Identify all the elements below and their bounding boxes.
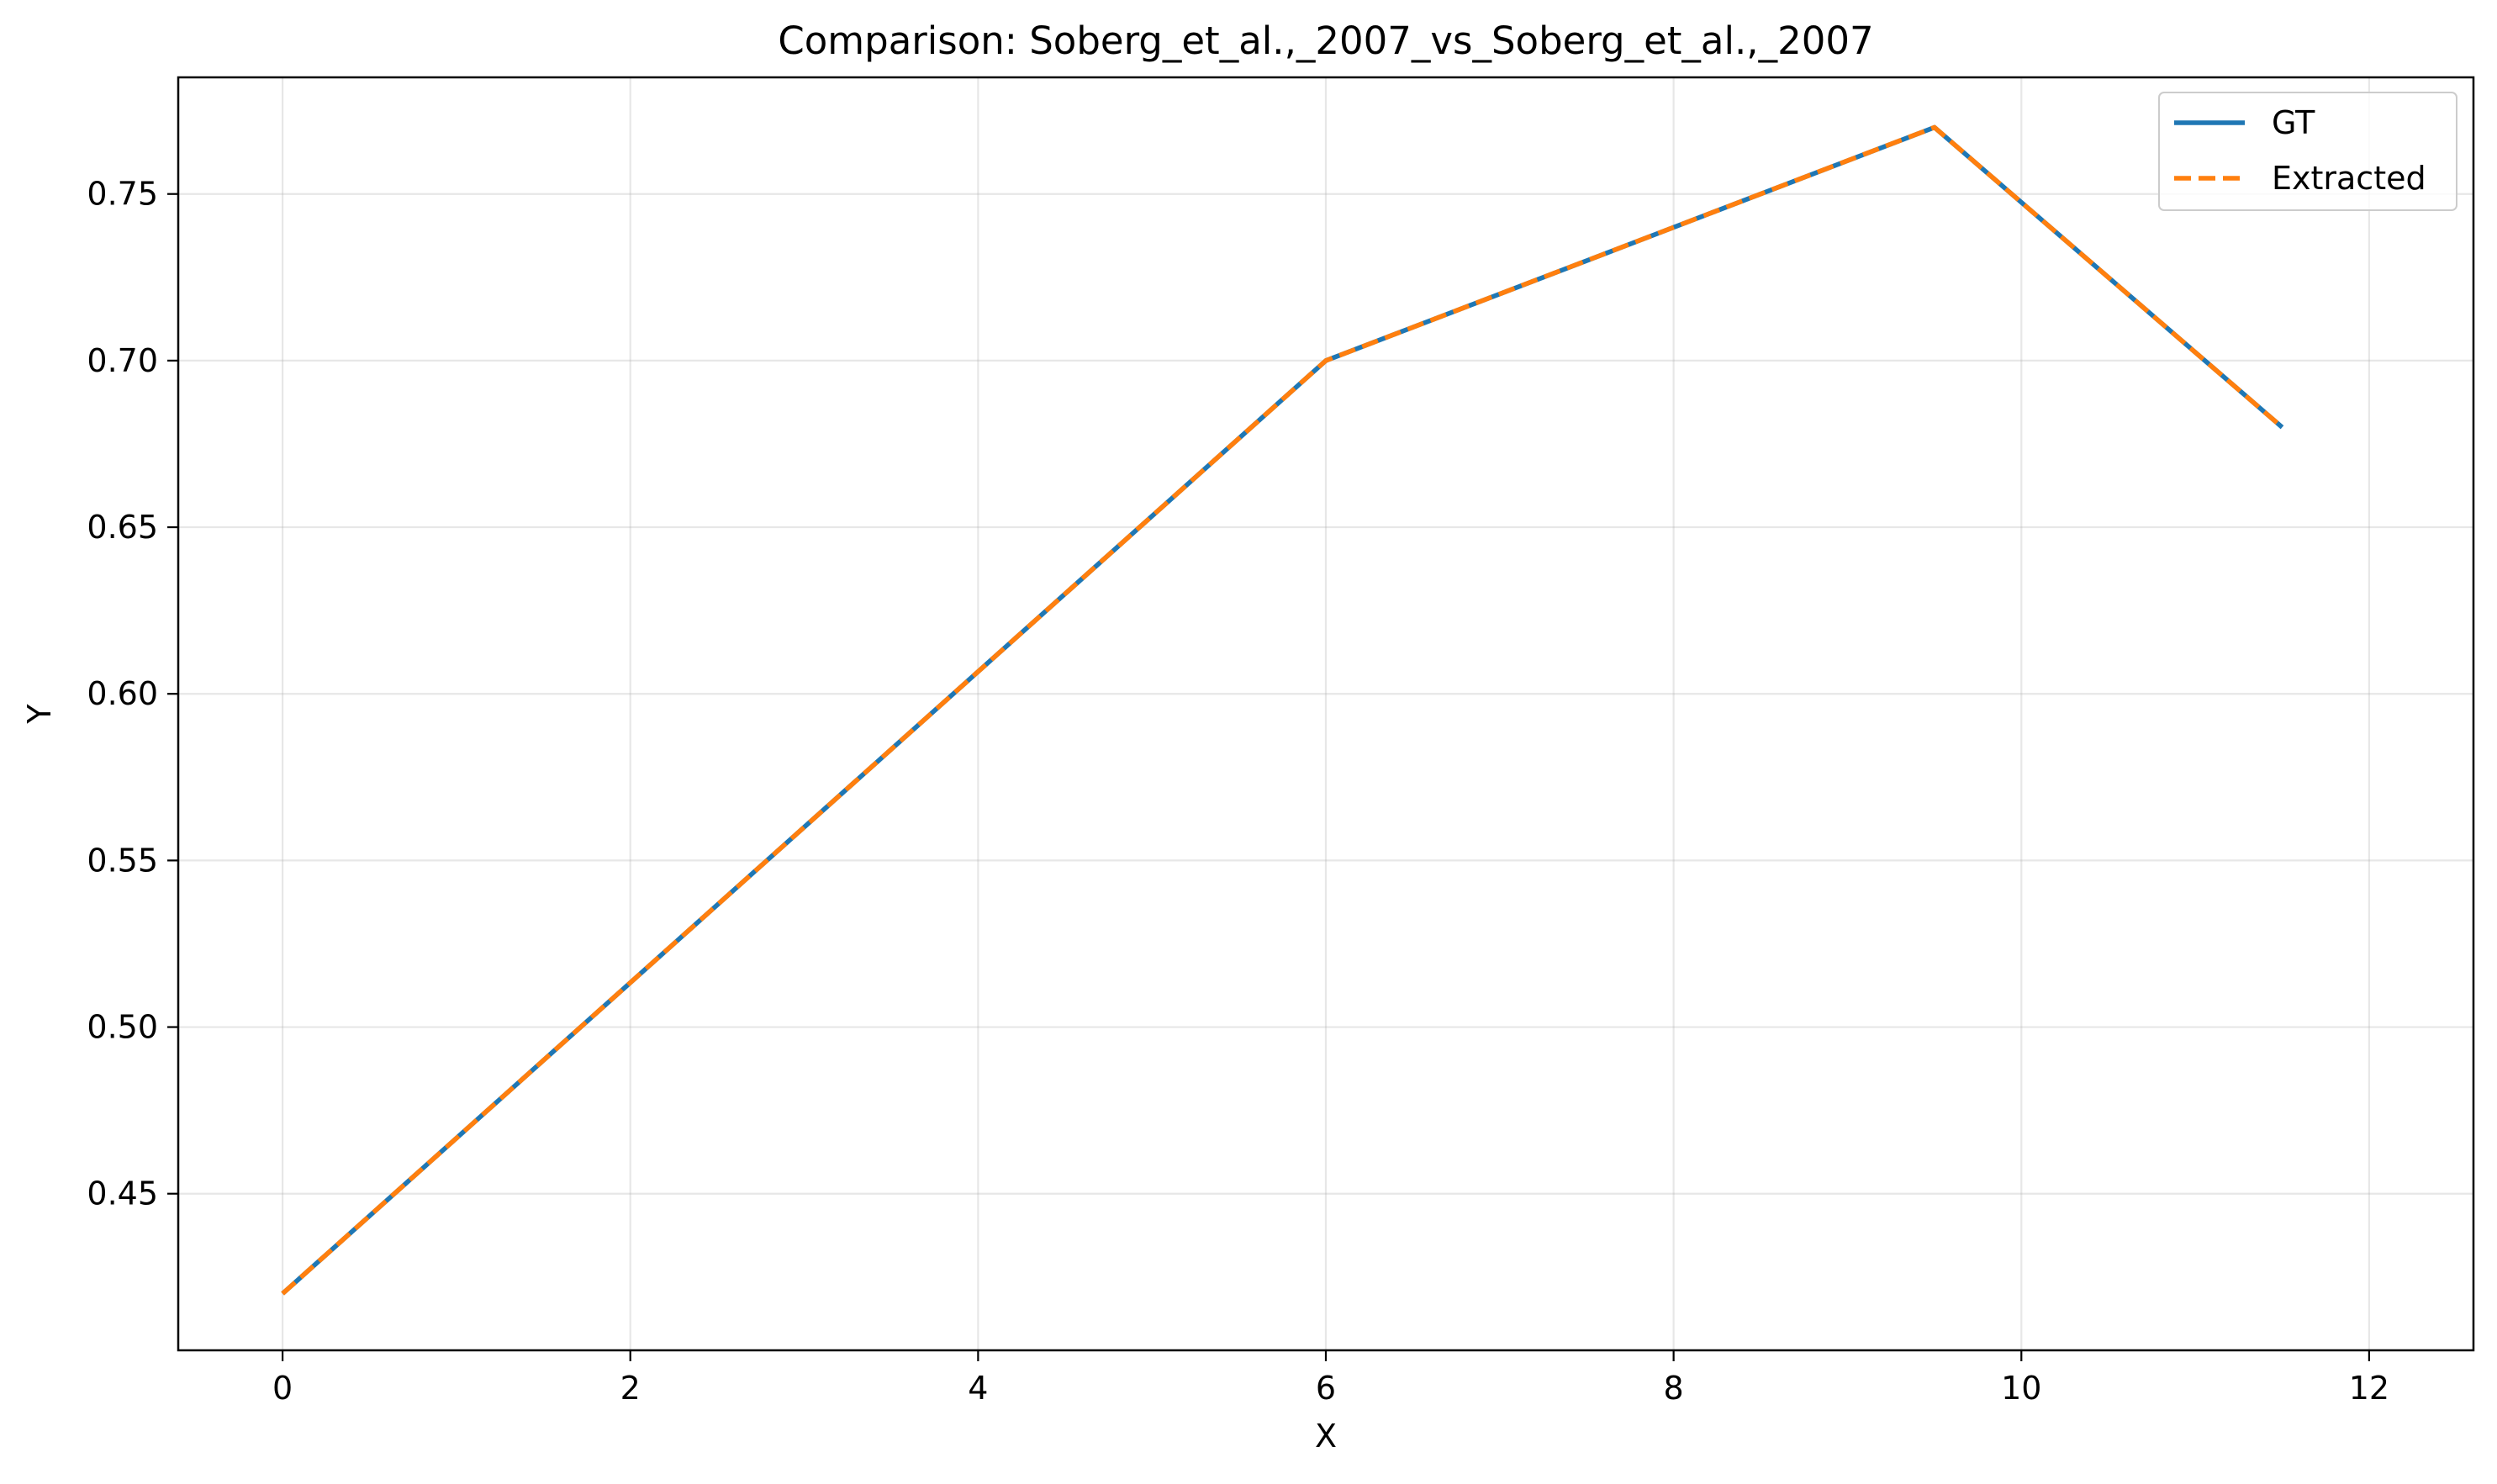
series-layer (281, 124, 2284, 1296)
y-tick-label: 0.75 (87, 176, 158, 213)
x-axis-label: X (1315, 1418, 1337, 1455)
x-tick-label: 12 (2349, 1370, 2389, 1407)
x-tick-label: 10 (2001, 1370, 2041, 1407)
y-axis-label: Y (21, 704, 58, 725)
grid-layer (178, 77, 2473, 1350)
y-tick-label: 0.70 (87, 342, 158, 379)
legend: GT Extracted (2158, 92, 2457, 211)
legend-label-extracted: Extracted (2272, 160, 2426, 197)
y-tick-label: 0.65 (87, 509, 158, 546)
y-tick-label: 0.60 (87, 675, 158, 712)
ticks-layer: 0 2 4 6 8 10 12 0.45 0.50 0.55 0.60 0.65 0.70 0.75 (87, 176, 2389, 1407)
y-tick-label: 0.50 (87, 1009, 158, 1046)
x-tick-label: 6 (1316, 1370, 1336, 1407)
x-tick-label: 4 (968, 1370, 988, 1407)
y-tick-label: 0.45 (87, 1175, 158, 1212)
x-tick-label: 2 (620, 1370, 641, 1407)
series-line-extracted (281, 124, 2284, 1296)
x-tick-label: 0 (272, 1370, 293, 1407)
y-tick-label: 0.55 (87, 842, 158, 879)
x-tick-label: 8 (1664, 1370, 1684, 1407)
series-line-gt (281, 124, 2284, 1296)
legend-label-gt: GT (2272, 104, 2315, 141)
chart-title: Comparison: Soberg_et_al.,_2007_vs_Sober… (778, 18, 1873, 63)
